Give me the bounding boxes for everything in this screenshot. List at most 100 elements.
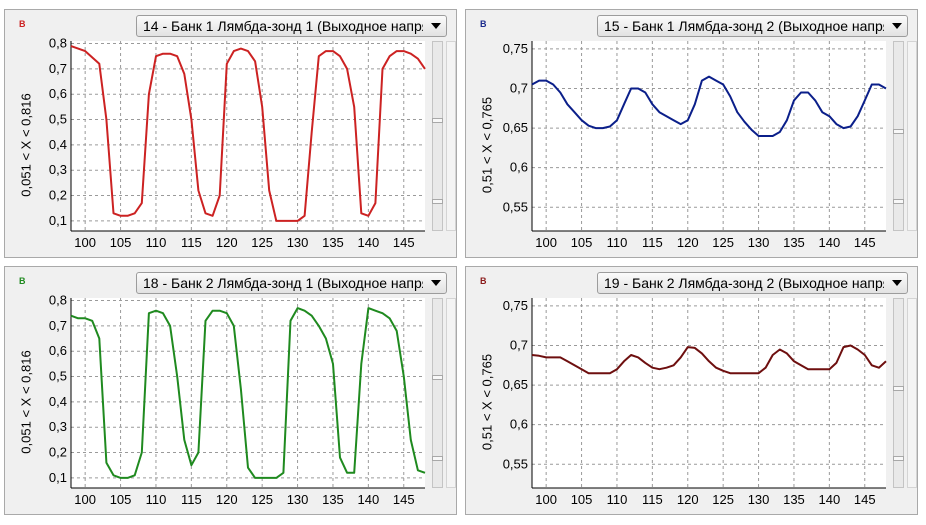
slider-thumb[interactable] <box>893 456 904 461</box>
series-line <box>70 45 426 222</box>
x-tick-label: 120 <box>216 235 238 250</box>
y-tick-label: 0,7 <box>49 61 67 76</box>
plot-area <box>71 41 425 231</box>
slider-thumb[interactable] <box>893 199 904 204</box>
x-tick-label: 105 <box>571 492 593 507</box>
x-tick-label: 110 <box>607 235 628 250</box>
y-tick-label: 0,2 <box>49 445 67 460</box>
x-tick-label: 135 <box>783 492 805 507</box>
x-tick-label: 135 <box>322 492 344 507</box>
slider-thumb[interactable] <box>893 386 904 391</box>
x-tick-label: 100 <box>535 235 557 250</box>
y-tick-label: 0,5 <box>49 369 67 384</box>
slider-thumb[interactable] <box>893 129 904 134</box>
x-tick-label: 120 <box>677 492 699 507</box>
line-chart: 0,75 0,7 0,65 0,6 0,55 100 105 110 115 120 125 130 1… <box>503 298 887 507</box>
line-chart: 0,8 0,7 0,6 0,5 0,4 0,3 0,2 0,1 100 105 110 115 120 1… <box>49 293 426 507</box>
parameter-select[interactable]: 14 - Банк 1 Лямбда-зонд 1 (Выходное напр… <box>136 15 447 37</box>
chart-panel: В 14 - Банк 1 Лямбда-зонд 1 (Выходное нап… <box>4 9 457 258</box>
y-tick-label: 0,6 <box>510 417 528 432</box>
y-tick-label: 0,65 <box>503 377 528 392</box>
parameter-select[interactable]: 19 - Банк 2 Лямбда-зонд 2 (Выходное напр… <box>597 272 908 294</box>
x-tick-label: 145 <box>393 235 415 250</box>
x-tick-label: 145 <box>854 235 876 250</box>
range-slider[interactable] <box>432 298 443 488</box>
parameter-select-value: 14 - Банк 1 Лямбда-зонд 1 (Выходное напр… <box>143 18 423 34</box>
y-tick-label: 0,65 <box>503 120 528 135</box>
y-tick-label: 0,75 <box>503 298 528 313</box>
y-tick-label: 0,6 <box>510 160 528 175</box>
range-slider[interactable] <box>893 41 904 231</box>
y-tick-label: 0,6 <box>49 343 67 358</box>
x-tick-label: 130 <box>748 492 770 507</box>
x-tick-label: 130 <box>748 235 770 250</box>
scrollbar[interactable] <box>907 298 917 488</box>
unit-label: В <box>480 19 487 29</box>
x-tick-label: 105 <box>110 492 132 507</box>
parameter-select-value: 18 - Банк 2 Лямбда-зонд 1 (Выходное напр… <box>143 275 423 291</box>
x-tick-label: 100 <box>74 235 96 250</box>
x-tick-label: 145 <box>854 492 876 507</box>
slider-thumb[interactable] <box>432 199 443 204</box>
scrollbar[interactable] <box>446 41 456 231</box>
range-slider[interactable] <box>432 41 443 231</box>
unit-label: В <box>480 276 487 286</box>
y-tick-label: 0,55 <box>503 456 528 471</box>
chart-panel: В 19 - Банк 2 Лямбда-зонд 2 (Выходное нап… <box>465 266 918 515</box>
x-tick-label: 105 <box>110 235 132 250</box>
slider-thumb[interactable] <box>432 456 443 461</box>
slider-thumb[interactable] <box>432 375 443 380</box>
y-tick-label: 0,8 <box>49 36 67 51</box>
x-tick-label: 135 <box>783 235 805 250</box>
chevron-down-icon <box>892 280 902 286</box>
x-tick-label: 140 <box>358 492 380 507</box>
x-tick-label: 130 <box>287 235 309 250</box>
slider-thumb[interactable] <box>432 118 443 123</box>
x-tick-label: 135 <box>322 235 344 250</box>
x-tick-label: 110 <box>146 235 167 250</box>
plot-area <box>532 41 886 231</box>
chevron-down-icon <box>431 280 441 286</box>
y-tick-label: 0,55 <box>503 199 528 214</box>
y-tick-label: 0,8 <box>49 293 67 308</box>
series-line <box>531 75 887 137</box>
x-tick-label: 100 <box>74 492 96 507</box>
unit-label: В <box>19 19 26 29</box>
chevron-down-icon <box>431 23 441 29</box>
series-line <box>531 344 887 375</box>
y-tick-label: 0,1 <box>49 213 67 228</box>
range-slider[interactable] <box>893 298 904 488</box>
x-tick-label: 115 <box>181 492 202 507</box>
y-tick-label: 0,4 <box>49 137 67 152</box>
y-tick-label: 0,3 <box>49 162 67 177</box>
y-tick-label: 0,3 <box>49 419 67 434</box>
unit-label: В <box>19 276 26 286</box>
x-tick-label: 140 <box>819 492 841 507</box>
y-tick-label: 0,7 <box>49 318 67 333</box>
y-tick-label: 0,6 <box>49 86 67 101</box>
y-tick-label: 0,7 <box>510 81 528 96</box>
y-tick-label: 0,5 <box>49 112 67 127</box>
x-tick-label: 125 <box>712 235 734 250</box>
parameter-select[interactable]: 15 - Банк 1 Лямбда-зонд 2 (Выходное напр… <box>597 15 908 37</box>
y-tick-label: 0,1 <box>49 470 67 485</box>
x-tick-label: 115 <box>642 492 663 507</box>
x-tick-label: 125 <box>251 492 273 507</box>
y-tick-label: 0,4 <box>49 394 67 409</box>
y-tick-label: 0,2 <box>49 188 67 203</box>
x-tick-label: 105 <box>571 235 593 250</box>
x-tick-label: 100 <box>535 492 557 507</box>
plot-area <box>532 298 886 488</box>
x-tick-label: 140 <box>358 235 380 250</box>
scrollbar[interactable] <box>446 298 456 488</box>
y-tick-label: 0,7 <box>510 338 528 353</box>
parameter-select-value: 19 - Банк 2 Лямбда-зонд 2 (Выходное напр… <box>604 275 884 291</box>
line-chart: 0,75 0,7 0,65 0,6 0,55 100 105 110 115 120 125 130 1… <box>503 41 887 250</box>
x-tick-label: 110 <box>146 492 167 507</box>
scrollbar[interactable] <box>907 41 917 231</box>
x-tick-label: 120 <box>216 492 238 507</box>
x-tick-label: 140 <box>819 235 841 250</box>
parameter-select[interactable]: 18 - Банк 2 Лямбда-зонд 1 (Выходное напр… <box>136 272 447 294</box>
parameter-select-value: 15 - Банк 1 Лямбда-зонд 2 (Выходное напр… <box>604 18 884 34</box>
x-tick-label: 115 <box>181 235 202 250</box>
